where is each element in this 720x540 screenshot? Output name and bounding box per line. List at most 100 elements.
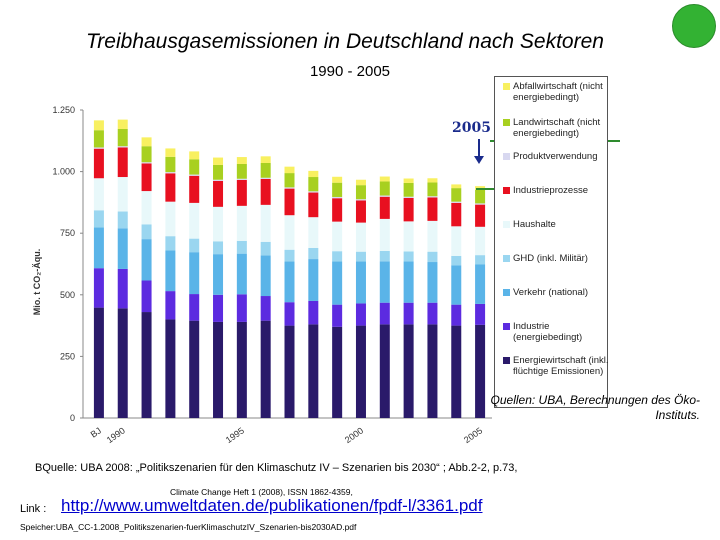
bar-segment (355, 303, 366, 326)
bar-segment (332, 261, 343, 305)
bar-segment (308, 192, 319, 218)
bar-segment (379, 302, 390, 325)
legend-swatch (503, 153, 510, 160)
bar-segment (260, 162, 271, 178)
bar-segment (284, 173, 295, 188)
bar-segment (213, 241, 224, 255)
bar-segment (379, 176, 390, 182)
bar-segment (403, 302, 414, 325)
bar-segment (189, 159, 200, 175)
y-tick-label: 1.250 (52, 105, 75, 115)
bar-segment (403, 196, 414, 198)
bar-segment (213, 180, 224, 207)
bar-segment (141, 224, 152, 240)
bar-segment (332, 304, 343, 327)
bar-segment (236, 205, 247, 241)
bar-segment (260, 178, 271, 205)
bar-segment (403, 182, 414, 197)
bar-segment (355, 185, 366, 200)
bar-segment (165, 201, 176, 237)
bar-segment (475, 303, 486, 325)
bar-segment (260, 204, 271, 242)
bar-segment (213, 179, 224, 181)
bar-segment (451, 265, 462, 305)
bar-segment (332, 198, 343, 222)
bar-segment (141, 191, 152, 225)
bar-segment (117, 146, 128, 148)
bar-segment (355, 200, 366, 223)
bar-segment (236, 163, 247, 179)
bar-segment (451, 226, 462, 256)
bar-segment (332, 196, 343, 199)
bar-segment (308, 300, 319, 325)
bar-segment (93, 227, 104, 269)
bar-segment (284, 187, 295, 189)
bar-segment (427, 197, 438, 221)
bar-segment (427, 324, 438, 418)
bar-segment (260, 156, 271, 163)
bar-segment (236, 321, 247, 418)
bar-segment (165, 173, 176, 202)
bar-segment (189, 175, 200, 203)
bar-segment (260, 320, 271, 418)
legend-label: Energiewirtschaft (inkl. flüchtige Emiss… (513, 355, 609, 377)
bar-segment (355, 261, 366, 304)
legend-swatch (503, 119, 510, 126)
bar-segment (475, 186, 486, 190)
bar-segment (213, 294, 224, 322)
bar-segment (451, 201, 462, 203)
bar-segment (403, 261, 414, 303)
bar-segment (451, 255, 462, 266)
legend-label: GHD (inkl. Militär) (513, 253, 588, 264)
bar-segment (475, 324, 486, 418)
publication-link[interactable]: http://www.umweltdaten.de/publikationen/… (61, 496, 483, 515)
y-tick-label: 1.000 (52, 167, 75, 177)
bar-segment (332, 251, 343, 262)
bar-segment (236, 178, 247, 180)
legend-swatch (503, 289, 510, 296)
bar-segment (379, 324, 390, 418)
bar-segment (451, 325, 462, 418)
bar-segment (260, 296, 271, 321)
bar-segment (475, 203, 486, 205)
bar-segment (260, 255, 271, 297)
storage-note: Speicher:UBA_CC-1.2008_Politikszenarien-… (20, 522, 357, 532)
bar-segment (427, 220, 438, 252)
y-tick-label: 750 (60, 228, 75, 238)
bar-segment (451, 202, 462, 227)
bar-segment (141, 162, 152, 164)
bar-segment (284, 249, 295, 262)
bar-segment (332, 182, 343, 197)
bar-segment (308, 259, 319, 301)
bar-segment (379, 261, 390, 303)
bar-segment (451, 188, 462, 202)
bar-segment (308, 170, 319, 178)
y-tick-label: 0 (70, 413, 75, 423)
bar-segment (475, 189, 486, 204)
bar-segment (355, 222, 366, 252)
bar-segment (332, 326, 343, 418)
bar-segment (213, 321, 224, 418)
bar-segment (93, 147, 104, 149)
y-tick-label: 500 (60, 290, 75, 300)
bar-segment (308, 324, 319, 418)
bar-segment (403, 221, 414, 252)
bar-segment (284, 325, 295, 418)
source-citation-detail: Climate Change Heft 1 (2008), ISSN 1862-… (170, 487, 353, 497)
legend-swatch (503, 83, 510, 90)
bar-segment (260, 241, 271, 256)
bar-segment (93, 307, 104, 418)
bar-segment (451, 304, 462, 326)
bar-segment (403, 251, 414, 262)
bar-segment (451, 184, 462, 189)
bar-segment (403, 197, 414, 222)
bar-segment (236, 157, 247, 164)
bar-segment (141, 163, 152, 192)
legend-label: Verkehr (national) (513, 287, 588, 298)
bar-segment (236, 179, 247, 206)
y-tick-label: 250 (60, 351, 75, 361)
y-axis-label: Mio. t CO₂-Äqu. (32, 249, 42, 316)
bar-segment (284, 188, 295, 216)
bar-segment (189, 174, 200, 176)
